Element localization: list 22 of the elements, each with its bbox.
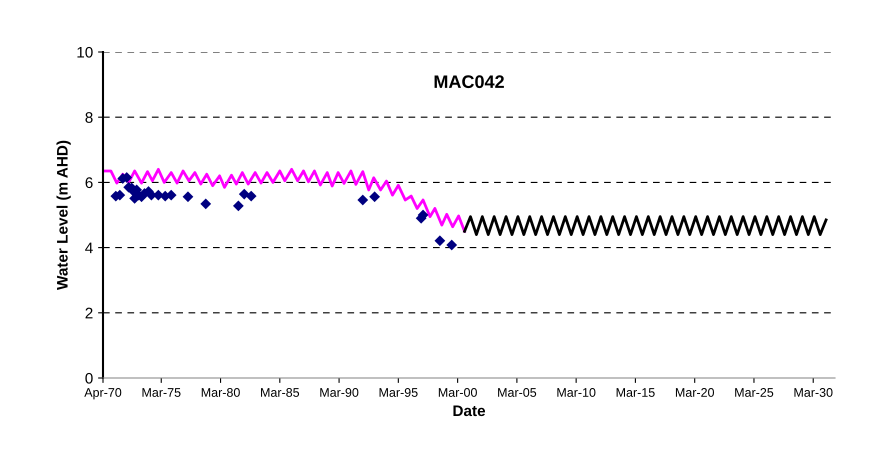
y-tick-label: 8 xyxy=(85,112,93,123)
x-tick-label: Apr-70 xyxy=(84,388,122,400)
y-tick-label: 2 xyxy=(86,308,93,318)
x-tick-label: Mar-85 xyxy=(261,388,300,397)
y-tick-label: 6 xyxy=(86,177,93,188)
text: MAC042 xyxy=(434,75,504,88)
y-tick-label: 4 xyxy=(85,242,93,254)
y-tick-label: 10 xyxy=(77,46,93,58)
x-axis-title: Date xyxy=(453,405,486,416)
x-tick-label: Mar-80 xyxy=(202,388,240,397)
x-tick-label: Mar-90 xyxy=(320,388,358,397)
x-tick-label: Mar-30 xyxy=(794,388,833,397)
x-tick-label: Mar-95 xyxy=(380,388,418,397)
y-tick-label: 0 xyxy=(85,372,93,384)
x-tick-label: Mar-15 xyxy=(616,388,655,397)
x-tick-label: Mar-75 xyxy=(142,388,181,397)
x-tick-label: Mar-25 xyxy=(735,388,774,397)
y-axis-title: Water Level (m AHD) xyxy=(56,140,71,290)
x-tick-label: Mar-05 xyxy=(498,388,536,397)
x-tick-label: Mar-00 xyxy=(438,388,477,397)
x-tick-label: Mar-10 xyxy=(557,388,596,397)
x-tick-label: Mar-20 xyxy=(676,388,714,397)
